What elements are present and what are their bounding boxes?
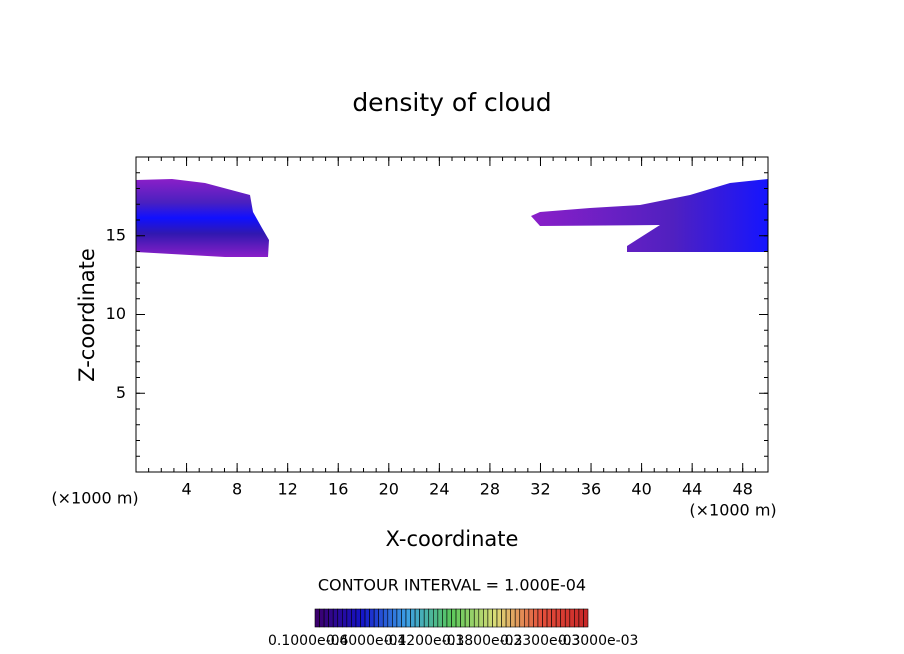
colorbar-cell — [319, 608, 325, 628]
colorbar-cell — [578, 608, 584, 628]
colorbar-cell — [487, 608, 493, 628]
y-tick-label: 10 — [106, 304, 126, 323]
colorbar-cell — [510, 608, 516, 628]
colorbar-cell — [514, 608, 521, 628]
colorbar-cell — [551, 608, 557, 628]
colorbar-cell — [492, 608, 498, 628]
chart-title: density of cloud — [352, 88, 551, 117]
colorbar-cell — [364, 608, 370, 628]
x-tick-label: 28 — [480, 480, 500, 499]
colorbar-label: 0.6000e-04 — [326, 633, 407, 649]
x-tick-label: 20 — [379, 480, 399, 499]
y-unit-label: (×1000 m) — [689, 501, 776, 520]
x-tick-label: 24 — [429, 480, 449, 499]
colorbar-cell — [351, 608, 357, 628]
contour-interval: CONTOUR INTERVAL = 1.000E-04 — [318, 576, 586, 595]
colorbar-cell — [392, 608, 398, 628]
colorbar-cell — [505, 608, 511, 628]
colorbar-cell — [387, 608, 393, 628]
x-tick-label: 36 — [581, 480, 601, 499]
colorbar-cell — [414, 608, 420, 628]
colorbar-cell — [346, 608, 352, 628]
x-tick-label: 48 — [733, 480, 753, 499]
x-tick-label: 12 — [278, 480, 298, 499]
colorbar-cell — [332, 608, 339, 628]
colorbar-cell — [360, 608, 366, 628]
colorbar-cell — [432, 608, 439, 628]
y-axis-label: Z-coordinate — [75, 248, 99, 382]
colorbar-cell — [574, 608, 580, 628]
colorbar-cell — [373, 608, 379, 628]
colorbar-label: 0.1200e-03 — [384, 633, 464, 649]
colorbar-cell — [378, 608, 384, 628]
colorbar-cell — [451, 608, 457, 628]
colorbar-cell — [328, 608, 334, 628]
colorbar-cell — [369, 608, 375, 628]
colorbar-cell — [501, 608, 507, 628]
colorbar-cell — [519, 608, 525, 628]
colorbar-label: 0.1000e-04 — [268, 633, 349, 649]
colorbar-cell — [528, 608, 534, 628]
x-tick-label: 8 — [232, 480, 242, 499]
colorbar-cell — [442, 608, 448, 628]
colorbar-cell — [473, 608, 480, 628]
x-unit-label: (×1000 m) — [51, 489, 138, 508]
x-tick-label: 44 — [682, 480, 702, 499]
colorbar-cell — [382, 608, 389, 628]
colorbar-cell — [455, 608, 461, 628]
colorbar-label: 0.2300e-03 — [500, 633, 580, 649]
colorbar-cell — [564, 608, 571, 628]
colorbar-cell — [419, 608, 425, 628]
x-tick-label: 32 — [530, 480, 550, 499]
cloud-region — [136, 179, 269, 257]
colorbar-label: 0.3000e-03 — [558, 633, 638, 649]
colorbar-cell — [478, 608, 484, 628]
colorbar-cell — [460, 608, 466, 628]
colorbar-cell — [542, 608, 548, 628]
colorbar-cell — [410, 608, 416, 628]
colorbar-cell — [560, 608, 566, 628]
colorbar-cell — [337, 608, 343, 628]
colorbar-cell — [446, 608, 452, 628]
colorbar-cell — [355, 608, 361, 628]
x-tick-label: 4 — [181, 480, 191, 499]
cloud-region — [531, 179, 768, 252]
colorbar-cell — [423, 608, 430, 628]
colorbar-cell — [405, 608, 411, 628]
y-tick-label: 15 — [106, 225, 126, 244]
colorbar-cell — [396, 608, 402, 628]
y-tick-label: 5 — [116, 383, 126, 402]
colorbar-cell — [569, 608, 575, 628]
colorbar-cell — [314, 608, 320, 628]
colorbar-cell — [496, 608, 502, 628]
colorbar-cell — [555, 608, 562, 628]
x-tick-label: 40 — [631, 480, 651, 499]
colorbar-cell — [533, 608, 539, 628]
x-axis-label: X-coordinate — [386, 527, 519, 551]
colorbar-cell — [583, 608, 589, 628]
colorbar-cell — [537, 608, 543, 628]
colorbar-cell — [464, 608, 470, 628]
colorbar-label: 0.1800e-03 — [442, 633, 522, 649]
colorbar-cell — [523, 608, 530, 628]
colorbar-cell — [437, 608, 443, 628]
colorbar-cell — [323, 608, 329, 628]
colorbar-cell — [546, 608, 552, 628]
colorbar-cell — [341, 608, 348, 628]
x-tick-label: 16 — [328, 480, 348, 499]
colorbar-cell — [483, 608, 489, 628]
colorbar-cell — [469, 608, 475, 628]
colorbar-cell — [401, 608, 407, 628]
colorbar-cell — [428, 608, 434, 628]
